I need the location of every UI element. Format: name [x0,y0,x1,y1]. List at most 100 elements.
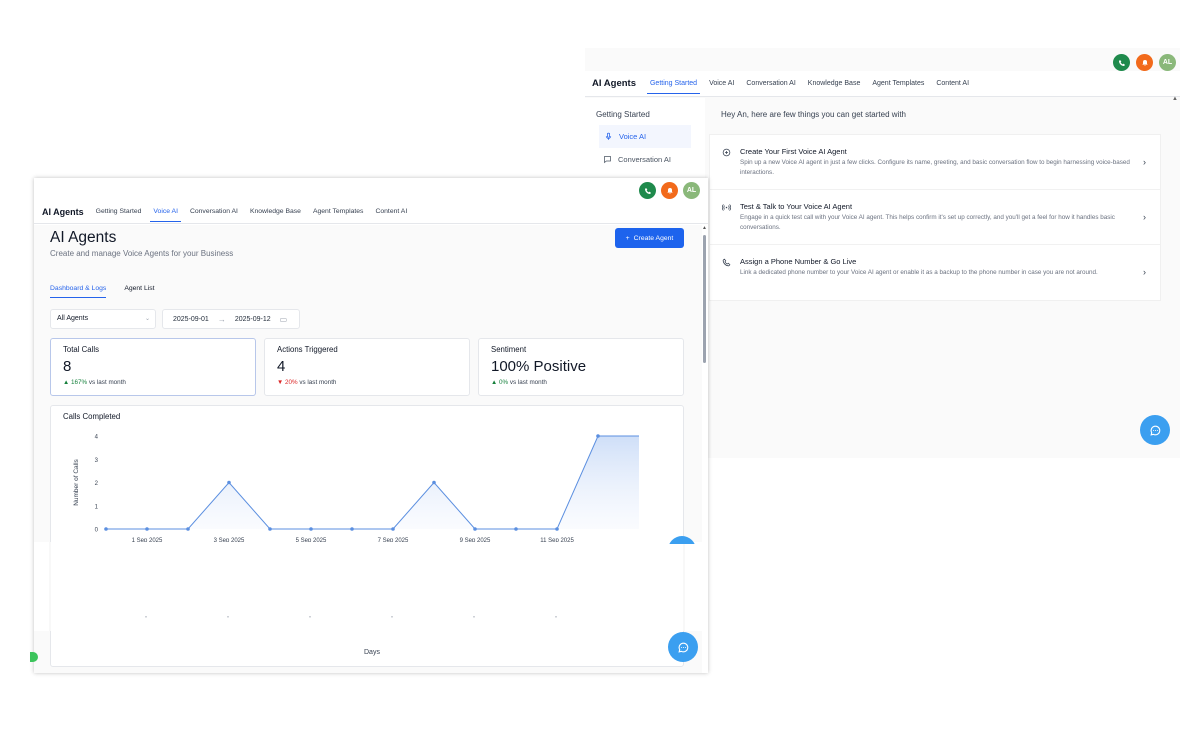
vertical-scrollbar[interactable]: ▲ [702,225,707,673]
phone-icon [1118,59,1125,66]
y-tick-label: 2 [95,481,99,487]
series-line [106,435,639,530]
notifications-button[interactable] [1136,54,1153,71]
chevron-down-icon: ⌄ [144,316,150,322]
x-tick-label: 7 Sep 2025 [378,538,409,544]
agent-filter-value: All Agents [57,315,89,322]
y-tick-label: 0 [95,528,99,534]
chart-title: Calls Completed [63,412,121,421]
avatar[interactable]: AL [1159,54,1176,71]
notifications-button[interactable] [661,182,678,199]
series-area [106,436,639,529]
agent-filter-select[interactable]: All Agents ⌄ [50,309,156,329]
stat-card-actions-triggered[interactable]: Actions Triggered 4 ▼ 20% vs last month [264,338,470,396]
stat-value: 100% Positive [491,358,587,375]
sidebar-heading: Getting Started [596,110,650,119]
calendar-icon: ▭ [279,314,288,324]
create-agent-label: Create Agent [633,234,674,242]
app-title: AI Agents [592,78,636,89]
sidebar-item-label: Voice AI [619,132,647,141]
sidebar-item-voice-ai[interactable]: Voice AI [599,125,691,148]
data-point [391,527,395,531]
plus-icon: + [625,234,630,242]
header-actions: AL [639,182,700,199]
axis-tick-mark [145,616,147,618]
mic-icon [605,132,612,140]
stat-trend-pct: 20% [284,379,298,386]
tab-conversation-ai[interactable]: Conversation AI [746,80,796,87]
lower-axis-ticks [49,542,685,631]
chat-icon [677,642,688,653]
data-point [186,527,190,531]
chevron-right-icon: › [1143,157,1146,167]
sidebar-item-conversation-ai[interactable]: Conversation AI [585,148,705,171]
data-point [555,527,559,531]
scroll-up-arrow[interactable]: ▲ [1172,96,1178,102]
broadcast-icon [721,203,734,214]
getting-started-cards: Create Your First Voice AI Agent Spin up… [709,134,1161,301]
header-actions: AL [1113,54,1176,71]
phone-call-button[interactable] [639,182,656,199]
tab-getting-started[interactable]: Getting Started [95,208,142,215]
tab-getting-started[interactable]: Getting Started [646,73,701,94]
chat-bubble-icon [604,156,611,164]
getting-started-window: AL AI Agents Getting Started Voice AI Co… [585,48,1180,458]
card-title: Assign a Phone Number & Go Live [740,257,857,266]
card-assign-number[interactable]: Assign a Phone Number & Go Live Link a d… [710,245,1160,300]
data-point [268,527,272,531]
avatar[interactable]: AL [683,182,700,199]
scrollbar-thumb[interactable] [703,235,706,363]
tab-voice-ai[interactable]: Voice AI [150,201,181,222]
triangle-up-icon: ▲ [491,379,498,386]
chat-widget-button[interactable] [668,632,698,662]
data-point [145,527,149,531]
y-axis-title: Number of Calls [73,458,80,505]
tab-agent-templates[interactable]: Agent Templates [872,80,925,87]
x-tick-label: 9 Sep 2025 [460,538,491,544]
phone-call-button[interactable] [1113,54,1130,71]
tab-knowledge-base[interactable]: Knowledge Base [807,80,861,87]
chart-canvas: 0 1 2 3 4 Number of Calls 1 Sep 2025 3 Sep 2025… [73,434,639,544]
bell-icon [666,187,673,194]
tab-knowledge-base[interactable]: Knowledge Base [249,208,301,215]
stat-trend: ▲ 167% vs last month [63,379,243,386]
card-title: Test & Talk to Your Voice AI Agent [740,202,853,211]
tab-content-ai[interactable]: Content AI [936,80,970,87]
tab-content-ai[interactable]: Content AI [375,208,408,215]
stat-card-sentiment[interactable]: Sentiment 100% Positive ▲ 0% vs last mon… [478,338,684,396]
chevron-right-icon: › [1143,267,1146,277]
axis-tick-mark [473,616,475,618]
stat-value: 4 [277,358,286,375]
sidebar-item-label: Conversation AI [618,155,671,164]
x-tick-label: 1 Sep 2025 [132,538,163,544]
scroll-up-arrow[interactable]: ▲ [702,225,707,231]
card-create-agent[interactable]: Create Your First Voice AI Agent Spin up… [710,135,1160,190]
stat-value: 8 [63,358,72,375]
card-description: Spin up a new Voice AI agent in just a f… [740,159,1130,176]
stat-trend-pct: 167% [70,379,88,386]
stat-label: Total Calls [63,345,99,354]
triangle-up-icon: ▲ [63,379,70,386]
tab-agent-list[interactable]: Agent List [124,285,155,292]
x-tick-label: 5 Sep 2025 [296,538,327,544]
stat-card-total-calls[interactable]: Total Calls 8 ▲ 167% vs last month [50,338,256,396]
date-range-picker[interactable]: 2025-09-01 → 2025-09-12 ▭ [162,309,300,329]
stat-label: Actions Triggered [277,345,338,354]
data-point [104,527,108,531]
data-point [473,527,477,531]
data-point [596,434,600,438]
greeting-text: Hey An, here are few things you can get … [721,110,906,119]
chat-widget-ghost [668,536,696,544]
x-tick-label: 3 Sep 2025 [214,538,245,544]
tab-voice-ai[interactable]: Voice AI [709,80,735,87]
card-test-agent[interactable]: Test & Talk to Your Voice AI Agent Engag… [710,190,1160,245]
tab-dashboard-logs[interactable]: Dashboard & Logs [50,285,107,298]
create-agent-button[interactable]: + Create Agent [615,228,684,248]
card-description: Link a dedicated phone number to your Vo… [740,269,1098,276]
page-title: AI Agents [50,229,117,246]
data-point [227,480,231,485]
tab-conversation-ai[interactable]: Conversation AI [189,208,238,215]
chat-widget-button[interactable] [1140,415,1170,445]
stat-trend-pct: 0% [498,379,509,386]
tab-agent-templates[interactable]: Agent Templates [312,208,364,215]
